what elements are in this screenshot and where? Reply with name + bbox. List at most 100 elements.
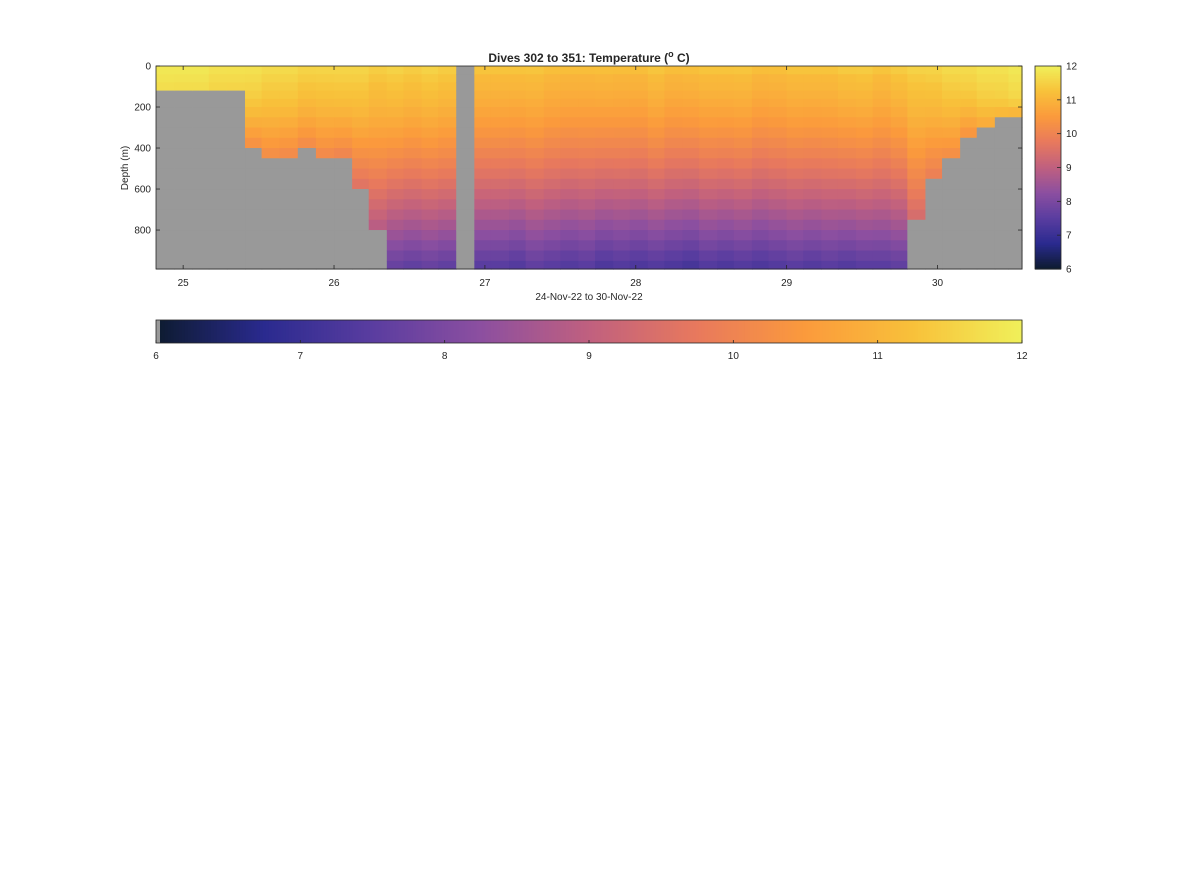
colorbar-right-segment bbox=[1035, 253, 1061, 257]
heatmap-cell bbox=[647, 148, 666, 159]
heatmap-cell bbox=[208, 209, 228, 221]
heatmap-cell bbox=[942, 199, 961, 211]
heatmap-cell bbox=[509, 240, 527, 252]
heatmap-cell bbox=[717, 240, 735, 252]
chart-title: Dives 302 to 351: Temperature (o C) bbox=[488, 49, 689, 65]
colorbar-right-segment bbox=[1035, 245, 1061, 248]
heatmap-cell bbox=[456, 137, 475, 149]
colorbar-right-segment bbox=[1035, 247, 1061, 250]
heatmap-cell bbox=[560, 148, 580, 159]
colorbar-right-tick-label: 11 bbox=[1066, 95, 1077, 106]
colorbar-bottom-segment bbox=[343, 320, 348, 343]
heatmap-cell bbox=[994, 168, 1010, 180]
heatmap-cell bbox=[872, 219, 892, 231]
colorbar-bottom-segment bbox=[658, 320, 662, 343]
colorbar-bottom-segment bbox=[620, 320, 625, 343]
colorbar-bottom-segment bbox=[730, 320, 734, 343]
colorbar-bottom-segment bbox=[181, 320, 186, 343]
heatmap-cell bbox=[543, 137, 561, 149]
heatmap-cell bbox=[560, 158, 580, 170]
heatmap-cell bbox=[856, 209, 874, 221]
colorbar-bottom-segment bbox=[744, 320, 749, 343]
colorbar-right-segment bbox=[1035, 87, 1061, 91]
heatmap-cell bbox=[942, 127, 961, 139]
colorbar-right-segment bbox=[1035, 214, 1061, 218]
heatmap-cell bbox=[821, 219, 839, 231]
heatmap-cell bbox=[890, 178, 908, 190]
heatmap-cell bbox=[925, 260, 943, 270]
heatmap-cell bbox=[245, 230, 263, 241]
colorbar-bottom-segment bbox=[577, 320, 581, 343]
heatmap-cell bbox=[578, 158, 596, 170]
heatmap-cell bbox=[543, 250, 561, 262]
heatmap-cell bbox=[386, 90, 405, 100]
heatmap-cell bbox=[226, 148, 246, 159]
heatmap-cell bbox=[613, 199, 631, 211]
heatmap-cell bbox=[352, 199, 370, 211]
heatmap-cell bbox=[578, 107, 596, 118]
heatmap-cell bbox=[174, 82, 193, 92]
heatmap-cell bbox=[942, 219, 961, 231]
heatmap-cell bbox=[890, 137, 908, 149]
heatmap-cell bbox=[960, 74, 978, 83]
heatmap-cell bbox=[368, 250, 388, 262]
heatmap-cell bbox=[1008, 127, 1023, 139]
colorbar-right-segment bbox=[1035, 138, 1061, 142]
colorbar-bottom-segment bbox=[952, 320, 957, 343]
heatmap-cell bbox=[456, 107, 475, 118]
colorbar-bottom-segment bbox=[473, 320, 478, 343]
heatmap-cell bbox=[403, 168, 423, 180]
heatmap-cell bbox=[334, 107, 353, 118]
heatmap-cell bbox=[192, 148, 210, 159]
heatmap-cell bbox=[279, 66, 299, 75]
heatmap-cell bbox=[768, 82, 788, 92]
heatmap-cell bbox=[261, 199, 281, 211]
colorbar-right-segment bbox=[1035, 123, 1061, 126]
colorbar-bottom-segment bbox=[932, 320, 936, 343]
heatmap-cell bbox=[613, 250, 631, 262]
heatmap-cell bbox=[560, 117, 580, 129]
heatmap-cell bbox=[803, 209, 822, 221]
heatmap-cell bbox=[543, 107, 561, 118]
heatmap-cell bbox=[578, 82, 596, 92]
heatmap-cell bbox=[925, 219, 943, 231]
heatmap-cell bbox=[613, 107, 631, 118]
heatmap-cell bbox=[192, 158, 210, 170]
heatmap-cell bbox=[315, 148, 335, 159]
heatmap-cell bbox=[595, 209, 614, 221]
heatmap-cell bbox=[438, 189, 457, 200]
colorbar-bottom-segment bbox=[863, 320, 867, 343]
heatmap-cell bbox=[751, 82, 770, 92]
heatmap-cell bbox=[733, 260, 753, 270]
colorbar-bottom-segment bbox=[453, 320, 457, 343]
heatmap-cell bbox=[751, 250, 770, 262]
colorbar-bottom-segment bbox=[623, 320, 628, 343]
heatmap-cell bbox=[368, 98, 388, 108]
heatmap-cell bbox=[960, 137, 978, 149]
heatmap-cell bbox=[315, 178, 335, 190]
colorbar-bottom-segment bbox=[912, 320, 916, 343]
heatmap-cell bbox=[208, 66, 228, 75]
heatmap-cell bbox=[925, 199, 943, 211]
heatmap-cell bbox=[261, 98, 281, 108]
heatmap-cell bbox=[403, 240, 423, 252]
colorbar-bottom-segment bbox=[886, 320, 890, 343]
heatmap-cell bbox=[1008, 230, 1023, 241]
colorbar-right-segment bbox=[1035, 147, 1061, 150]
heatmap-cell bbox=[682, 127, 700, 139]
heatmap-cell bbox=[872, 117, 892, 129]
heatmap-cell bbox=[925, 117, 943, 129]
heatmap-cell bbox=[837, 107, 857, 118]
heatmap-cell bbox=[1008, 74, 1023, 83]
colorbar-bottom-segment bbox=[219, 320, 223, 343]
colorbar-right-segment bbox=[1035, 184, 1061, 187]
heatmap-cell bbox=[907, 107, 927, 118]
colorbar-bottom-segment bbox=[505, 320, 509, 343]
heatmap-cell bbox=[664, 117, 684, 129]
heatmap-cell bbox=[261, 137, 281, 149]
heatmap-cell bbox=[509, 137, 527, 149]
heatmap-cell bbox=[733, 240, 753, 252]
colorbar-bottom-segment bbox=[508, 320, 512, 343]
heatmap-cell bbox=[664, 168, 684, 180]
heatmap-cell bbox=[595, 250, 614, 262]
